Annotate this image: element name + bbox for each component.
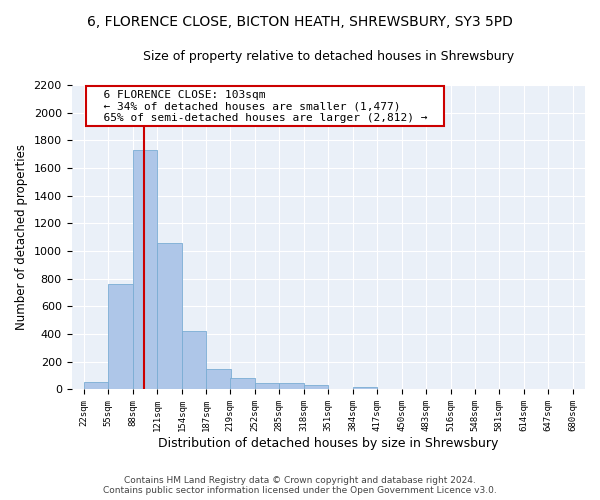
Bar (254, 382, 279, 390)
Bar (304, 386, 328, 390)
Text: Contains HM Land Registry data © Crown copyright and database right 2024.
Contai: Contains HM Land Registry data © Crown c… (103, 476, 497, 495)
Bar (109, 284, 133, 390)
Bar (84, 382, 109, 390)
Title: Size of property relative to detached houses in Shrewsbury: Size of property relative to detached ho… (143, 50, 514, 63)
Bar (157, 243, 182, 390)
Bar (353, 386, 377, 390)
X-axis label: Distribution of detached houses by size in Shrewsbury: Distribution of detached houses by size … (158, 437, 499, 450)
Bar (182, 332, 206, 390)
Y-axis label: Number of detached properties: Number of detached properties (15, 144, 28, 330)
Bar (230, 378, 254, 390)
Text: 6, FLORENCE CLOSE, BICTON HEATH, SHREWSBURY, SY3 5PD: 6, FLORENCE CLOSE, BICTON HEATH, SHREWSB… (87, 15, 513, 29)
Text: 6 FLORENCE CLOSE: 103sqm  
  ← 34% of detached houses are smaller (1,477)  
  65: 6 FLORENCE CLOSE: 103sqm ← 34% of detach… (90, 90, 441, 123)
Bar (206, 368, 231, 390)
Bar (133, 150, 157, 390)
Bar (279, 383, 304, 390)
